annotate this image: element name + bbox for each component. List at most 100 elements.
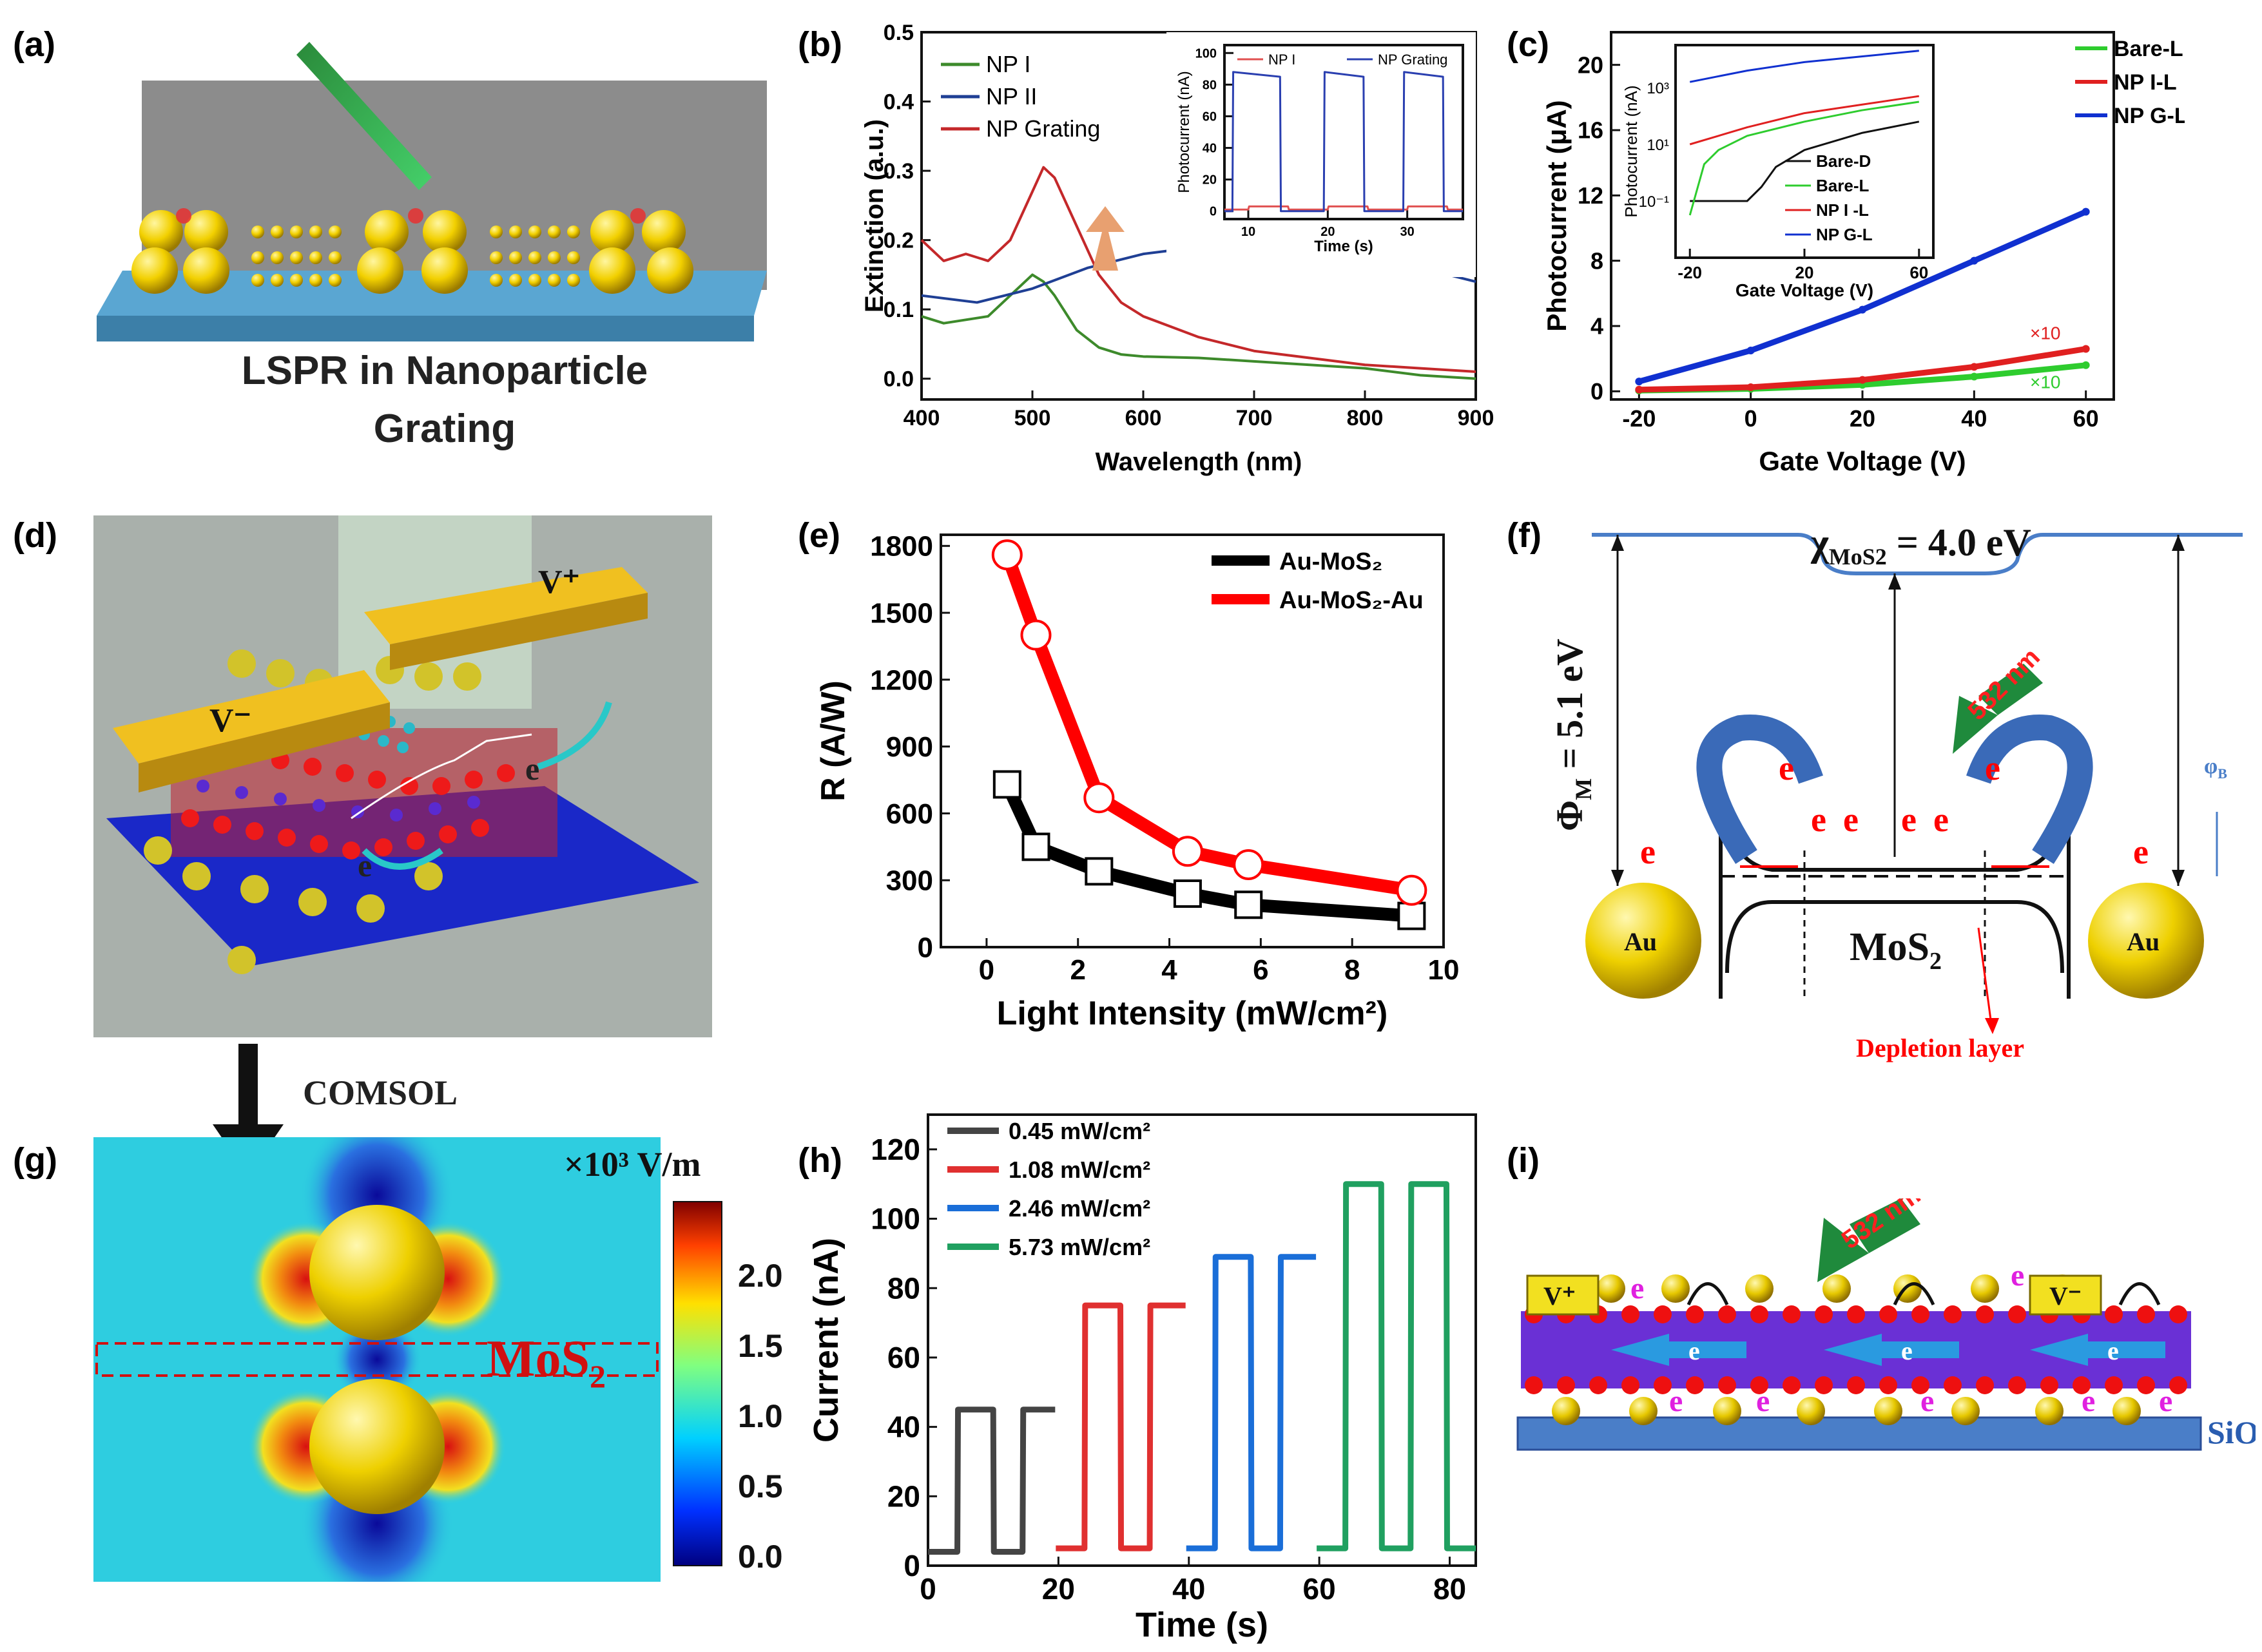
h-ytick-label-6: 120 bbox=[871, 1133, 920, 1166]
h-xtick-label-2: 40 bbox=[1172, 1572, 1205, 1606]
c-inset-ytick-label-2: 10³ bbox=[1647, 80, 1669, 97]
h-series-1-line bbox=[1056, 1302, 1186, 1551]
h-ytick-label-1: 20 bbox=[887, 1479, 920, 1513]
b-ytick-label-5: 0.5 bbox=[884, 21, 914, 45]
substrate-front bbox=[97, 316, 754, 341]
laser-arrow-i: 532 nm bbox=[1817, 1198, 1926, 1282]
panel-g-field-map: MoS2 ×10³ V/m 0.0 0.5 1.0 1.5 2.0 bbox=[93, 1137, 783, 1582]
panel-d-illustration: V⁻ V⁺ e e bbox=[93, 515, 712, 1037]
b-inset-legend-label-0: NP I bbox=[1268, 52, 1295, 68]
c-inset-xtick-label-2: 60 bbox=[1909, 263, 1928, 282]
chart-b-extinction: 400 500 600 700 800 9000.00.10.20.30.40.5Wave… bbox=[864, 21, 1494, 476]
e-xtick-label-1: 2 bbox=[1070, 954, 1085, 986]
c-inset-legend-label-2: NP I -L bbox=[1816, 200, 1869, 220]
h-xtick-label-1: 20 bbox=[1042, 1572, 1075, 1606]
h-legend-label-2: 2.46 mW/cm² bbox=[1009, 1195, 1150, 1222]
au-sphere-left bbox=[1585, 883, 1701, 999]
e-series-0-point-3 bbox=[1173, 879, 1202, 908]
e-xlabel: Light Intensity (mW/cm²) bbox=[997, 995, 1388, 1032]
h-legend-label-0: 0.45 mW/cm² bbox=[1009, 1118, 1150, 1144]
h-ylabel: Current (nA) bbox=[807, 1238, 846, 1443]
c-inset-legend-label-0: Bare-D bbox=[1816, 151, 1871, 171]
panel-label-d: (d) bbox=[13, 516, 57, 555]
au-sphere-right bbox=[2088, 883, 2204, 999]
colorbar bbox=[673, 1201, 722, 1566]
e-series-1-point-1 bbox=[1020, 619, 1052, 651]
panel-label-b: (b) bbox=[798, 25, 842, 64]
electrode-v-plus bbox=[1526, 1274, 1600, 1316]
sio2-label: SiO2 bbox=[2207, 1414, 2256, 1455]
c-ytick-label-1: 4 bbox=[1590, 313, 1603, 340]
electron-f-8: e bbox=[2133, 832, 2149, 871]
e-xtick-label-4: 8 bbox=[1344, 954, 1360, 986]
c-xtick-label-2: 20 bbox=[1850, 405, 1875, 432]
b-series-2-line bbox=[920, 166, 1476, 373]
electron-f-7: e bbox=[1640, 832, 1656, 871]
c-series-1-point-4 bbox=[2082, 345, 2090, 353]
b-xtick-label-3: 700 bbox=[1236, 406, 1273, 430]
electron-flow-arrows bbox=[1611, 1334, 2165, 1366]
curved-arrow-right bbox=[1966, 715, 2093, 864]
c-series-2-point-4 bbox=[2082, 207, 2090, 216]
laser-beam bbox=[296, 42, 432, 190]
electron-f-3: e bbox=[1811, 800, 1826, 839]
h-ytick-label-2: 40 bbox=[887, 1410, 920, 1444]
b-inset-xtick-label-1: 20 bbox=[1320, 225, 1335, 239]
electron-f-5: e bbox=[1901, 800, 1917, 839]
panel-label-e: (e) bbox=[798, 516, 840, 555]
curved-arrow-left bbox=[1696, 715, 1823, 864]
h-legend-label-3: 5.73 mW/cm² bbox=[1009, 1234, 1150, 1260]
h-series-2-line bbox=[1186, 1254, 1317, 1551]
h-series-0-line bbox=[928, 1407, 1056, 1555]
c-ytick-label-4: 16 bbox=[1578, 117, 1603, 144]
e-series-0-point-2 bbox=[1085, 857, 1114, 886]
c-ytick-label-3: 12 bbox=[1578, 182, 1603, 209]
cbar-tick-1: 0.5 bbox=[738, 1468, 783, 1504]
b-enhancement-arrow bbox=[1086, 206, 1125, 271]
c-series-2-point-1 bbox=[1746, 347, 1755, 354]
b-series-0-line bbox=[921, 273, 1476, 380]
e-ytick-label-0: 0 bbox=[918, 932, 933, 963]
b-legend-label-2: NP Grating bbox=[986, 115, 1100, 142]
b-inset-series-1-line bbox=[1224, 71, 1463, 213]
e-xtick-label-5: 10 bbox=[1428, 954, 1460, 986]
e-series-0-point-1 bbox=[1021, 832, 1050, 861]
electron-label-2: e bbox=[358, 847, 372, 883]
h-series-3-line bbox=[1317, 1181, 1476, 1551]
v-minus-label: V⁻ bbox=[209, 702, 251, 739]
h-ytick-label-5: 100 bbox=[871, 1202, 920, 1236]
electron-path bbox=[351, 733, 532, 820]
electron-i-6: e bbox=[2082, 1384, 2095, 1418]
c-inset-ytick-label-1: 10¹ bbox=[1647, 137, 1669, 154]
e-ytick-label-2: 600 bbox=[886, 798, 933, 830]
e-series-1-point-0 bbox=[991, 539, 1023, 571]
c-series-1-point-1 bbox=[1746, 383, 1755, 391]
c-annotation-red: ×10 bbox=[2030, 323, 2061, 343]
scale-unit: ×10³ V/m bbox=[564, 1145, 701, 1184]
b-inset-series-0-line bbox=[1224, 205, 1463, 211]
c-inset-legend-label-1: Bare-L bbox=[1816, 176, 1869, 195]
c-legend-label-2: NP G-L bbox=[2114, 104, 2185, 128]
electron-i-8: e bbox=[1688, 1336, 1700, 1365]
c-inset-ytick-label-0: 10⁻¹ bbox=[1639, 193, 1669, 211]
b-inset-ytick-label-0: 0 bbox=[1210, 205, 1217, 219]
c-series-0-point-4 bbox=[2082, 361, 2090, 369]
e-ytick-label-4: 1200 bbox=[870, 664, 933, 696]
vacuum-level bbox=[1592, 533, 2243, 575]
c-series-2-point-3 bbox=[1970, 256, 1978, 265]
c-annotation-green: ×10 bbox=[2030, 372, 2061, 392]
au-label-left: Au bbox=[1624, 927, 1657, 956]
h-legend-label-1: 1.08 mW/cm² bbox=[1009, 1157, 1150, 1183]
b-inset-ytick-label-4: 80 bbox=[1203, 78, 1217, 92]
c-series-2-point-0 bbox=[1635, 378, 1643, 386]
c-ytick-label-2: 8 bbox=[1590, 247, 1603, 274]
c-ylabel: Photocurrent (μA) bbox=[1542, 100, 1572, 331]
b-ytick-label-4: 0.4 bbox=[884, 90, 914, 114]
e-xtick-label-3: 6 bbox=[1253, 954, 1268, 986]
electrode-right bbox=[364, 567, 648, 670]
b-inset-ylabel: Photocurrent (nA) bbox=[1175, 71, 1193, 193]
b-inset-ytick-label-1: 20 bbox=[1203, 173, 1217, 187]
b-xtick-label-1: 500 bbox=[1014, 406, 1051, 430]
electron-i-7: e bbox=[2159, 1384, 2172, 1418]
